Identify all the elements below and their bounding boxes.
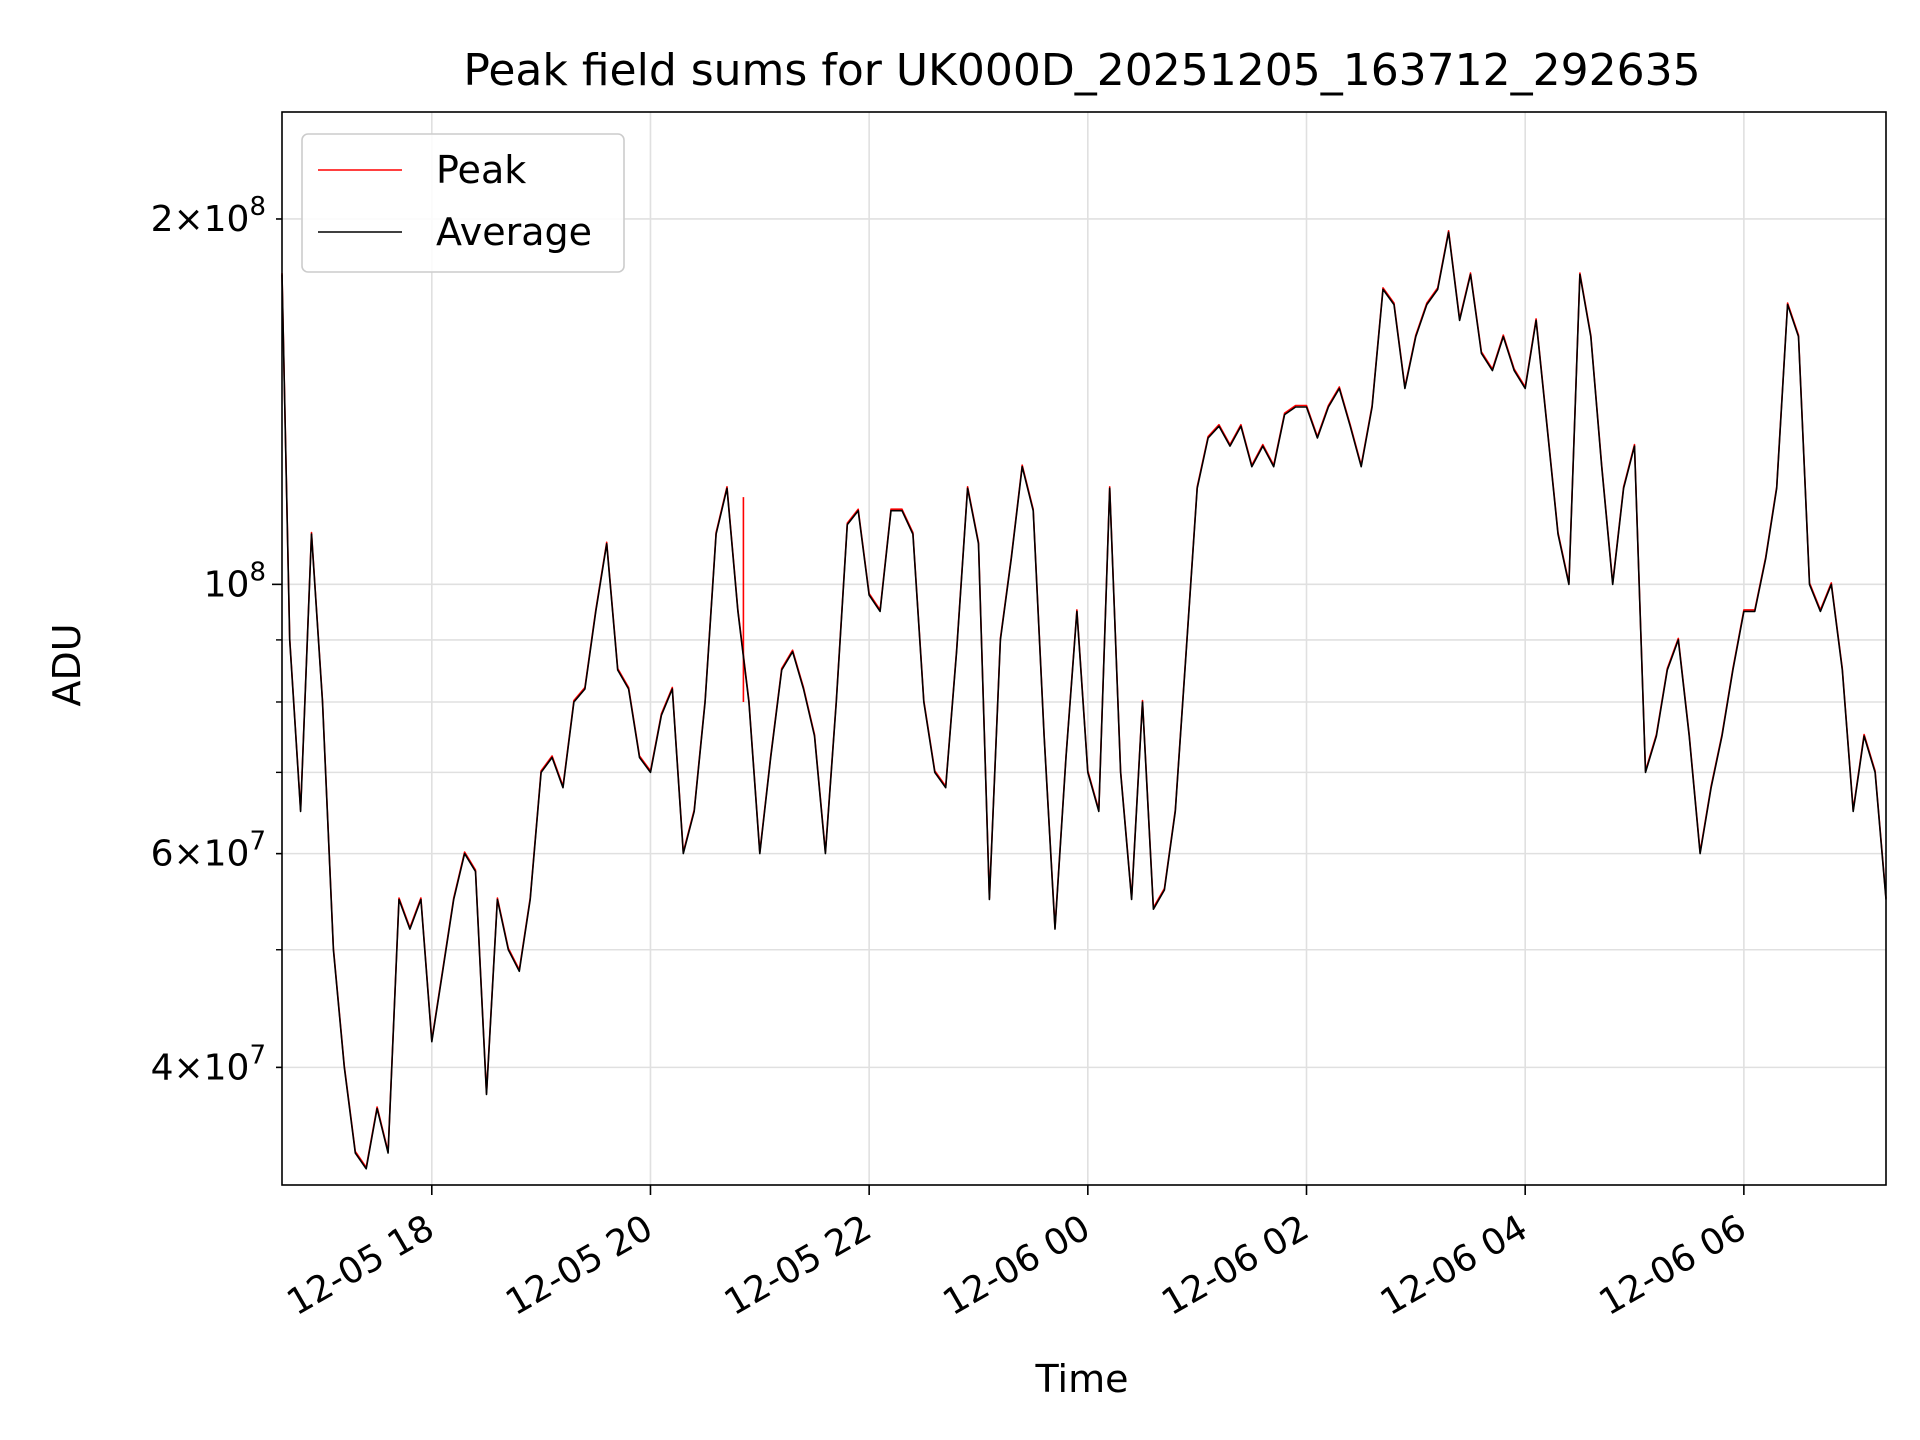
legend-box [301, 133, 625, 273]
y-tick-label: 2×108 [151, 192, 266, 240]
chart-title: Peak field sums for UK000D_20251205_1637… [463, 45, 1700, 96]
legend: Peak Average [301, 133, 625, 273]
y-tick-mantissa: 2 [151, 199, 174, 240]
y-tick-times: × [173, 834, 203, 875]
y-tick-mantissa: 4 [151, 1047, 174, 1088]
y-tick-exponent: 7 [249, 827, 266, 857]
y-tick-times: × [173, 1047, 203, 1088]
y-tick-base: 10 [204, 1047, 250, 1088]
grid [282, 112, 1886, 1185]
y-axis-label: ADU [45, 623, 89, 706]
y-tick-label: 108 [204, 557, 266, 605]
legend-label-peak: Peak [436, 148, 526, 192]
y-tick-base: 10 [204, 564, 250, 605]
y-tick-exponent: 8 [249, 557, 266, 587]
y-tick-label: 4×107 [151, 1040, 266, 1088]
y-tick-base: 10 [204, 834, 250, 875]
plot-frame [281, 111, 1887, 1186]
average-series-line [281, 231, 1887, 1170]
y-tick-exponent: 8 [249, 192, 266, 222]
y-tick-mantissa: 6 [151, 834, 174, 875]
y-tick-label: 6×107 [151, 827, 266, 875]
legend-label-average: Average [436, 210, 592, 254]
x-axis-label: Time [1035, 1357, 1129, 1401]
y-tick-base: 10 [204, 199, 250, 240]
y-tick-times: × [173, 199, 203, 240]
series-layer [281, 230, 1887, 1170]
y-tick-exponent: 7 [249, 1040, 266, 1070]
